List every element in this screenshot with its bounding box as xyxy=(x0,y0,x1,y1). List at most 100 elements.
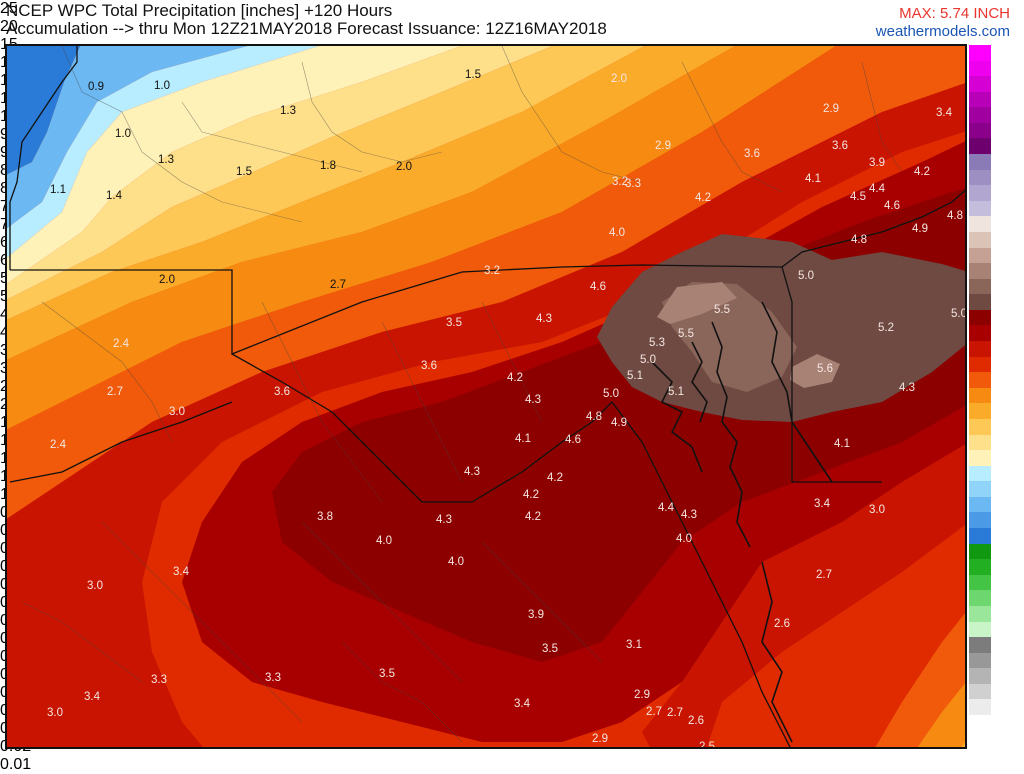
scale-swatch xyxy=(969,76,991,93)
title-line-2: Accumulation --> thru Mon 12Z21MAY2018 F… xyxy=(6,19,607,38)
map-value-label: 4.2 xyxy=(507,372,523,384)
map-value-label: 2.4 xyxy=(50,439,67,451)
map-value-label: 5.3 xyxy=(649,337,665,349)
map-value-label: 2.7 xyxy=(816,569,832,581)
site-link[interactable]: weathermodels.com xyxy=(875,23,1010,40)
map-value-label: 4.6 xyxy=(590,281,606,293)
scale-swatch xyxy=(969,387,991,404)
scale-swatch xyxy=(969,309,991,326)
map-value-label: 3.1 xyxy=(626,639,642,651)
map-value-label: 1.0 xyxy=(154,80,170,92)
max-value-label: MAX: 5.74 INCH xyxy=(899,5,1010,22)
map-value-label: 2.4 xyxy=(113,338,130,350)
map-value-label: 3.6 xyxy=(274,386,290,398)
color-scale xyxy=(969,45,991,716)
map-value-label: 3.0 xyxy=(47,707,63,719)
map-value-label: 3.3 xyxy=(151,674,167,686)
map-value-label: 5.0 xyxy=(640,354,656,366)
state-borders xyxy=(9,46,965,747)
scale-swatch xyxy=(969,668,991,685)
map-value-label: 5.5 xyxy=(714,304,730,316)
scale-swatch xyxy=(969,122,991,139)
scale-label: 0.01 xyxy=(0,756,32,773)
map-title: NCEP WPC Total Precipitation [inches] +1… xyxy=(6,2,607,38)
scale-swatch xyxy=(969,372,991,389)
map-value-label: 2.5 xyxy=(699,741,715,749)
map-value-label: 4.9 xyxy=(912,223,928,235)
scale-swatch xyxy=(969,294,991,311)
scale-label: 1 xyxy=(0,486,9,503)
map-value-label: 4.2 xyxy=(547,472,563,484)
map-value-label: 2.9 xyxy=(823,103,839,115)
scale-label: 2 xyxy=(0,396,9,413)
scale-swatch xyxy=(969,528,991,545)
scale-swatch xyxy=(969,138,991,155)
map-value-label: 2.7 xyxy=(107,386,123,398)
map-value-label: 4.2 xyxy=(695,192,711,204)
scale-swatch xyxy=(969,154,991,171)
map-value-label: 4.4 xyxy=(869,183,886,195)
map-value-label: 3.4 xyxy=(514,698,531,710)
scale-swatch xyxy=(969,200,991,217)
map-value-label: 3.2 xyxy=(612,176,628,188)
scale-label: 8 xyxy=(0,180,9,197)
scale-swatch xyxy=(969,91,991,108)
map-value-label: 3.3 xyxy=(625,178,641,190)
map-value-label: 3.0 xyxy=(87,580,103,592)
map-value-label: 4.0 xyxy=(376,535,392,547)
scale-swatch xyxy=(969,699,991,716)
scale-swatch xyxy=(969,496,991,513)
scale-swatch xyxy=(969,341,991,358)
scale-label: 25 xyxy=(0,0,18,17)
map-value-label: 2.9 xyxy=(592,733,608,745)
scale-swatch xyxy=(969,169,991,186)
map-value-label: 3.6 xyxy=(832,140,848,152)
map-value-label: 3.5 xyxy=(446,317,462,329)
scale-label: 7 xyxy=(0,216,9,233)
map-value-label: 4.8 xyxy=(586,411,602,423)
map-value-label: 4.9 xyxy=(611,417,627,429)
scale-swatch xyxy=(969,325,991,342)
map-value-label: 3.3 xyxy=(265,672,281,684)
map-value-label: 5.5 xyxy=(678,328,694,340)
title-line-1: NCEP WPC Total Precipitation [inches] +1… xyxy=(6,1,393,20)
map-value-label: 5.0 xyxy=(603,388,619,400)
map-value-label: 4.3 xyxy=(436,514,452,526)
scale-swatch xyxy=(969,60,991,77)
map-value-label: 3.9 xyxy=(869,157,885,169)
map-value-label: 4.2 xyxy=(523,489,539,501)
map-value-label: 4.0 xyxy=(676,533,692,545)
map-value-label: 4.2 xyxy=(914,166,930,178)
map-value-label: 1.8 xyxy=(320,160,336,172)
map-value-label: 3.0 xyxy=(869,504,885,516)
scale-label: 5 xyxy=(0,288,9,305)
map-value-label: 1.5 xyxy=(236,166,252,178)
map-value-label: 4.6 xyxy=(884,200,900,212)
county-lines xyxy=(21,46,903,743)
scale-label: 20 xyxy=(0,18,18,35)
map-value-label: 4.3 xyxy=(464,466,480,478)
map-value-label: 2.6 xyxy=(774,618,790,630)
map-value-label: 2.7 xyxy=(667,707,683,719)
map-value-label: 3.9 xyxy=(528,609,544,621)
map-value-label: 4.8 xyxy=(947,210,963,222)
scale-swatch xyxy=(969,45,991,62)
map-value-label: 5.1 xyxy=(668,386,684,398)
scale-swatch xyxy=(969,559,991,576)
scale-swatch xyxy=(969,356,991,373)
scale-label: 9 xyxy=(0,144,9,161)
map-value-label: 4.0 xyxy=(609,227,625,239)
map-value-label: 1.5 xyxy=(465,69,481,81)
map-value-label: 0.9 xyxy=(88,81,104,93)
map-value-label: 2.7 xyxy=(330,279,346,291)
map-value-label: 2.9 xyxy=(655,140,671,152)
map-value-label: 4.3 xyxy=(525,394,541,406)
map-value-label: 4.5 xyxy=(850,191,866,203)
map-value-label: 2.7 xyxy=(646,706,662,718)
map-value-label: 3.6 xyxy=(421,360,437,372)
precip-field: 0.9 1.0 1.5 2.0 1.3 2.9 3.4 1.0 2.9 3.6 3.6 1.3 1.8 2… xyxy=(7,46,965,749)
scale-swatch xyxy=(969,590,991,607)
map-value-label: 5.2 xyxy=(878,322,894,334)
map-value-label: 4.2 xyxy=(525,511,541,523)
scale-swatch xyxy=(969,434,991,451)
